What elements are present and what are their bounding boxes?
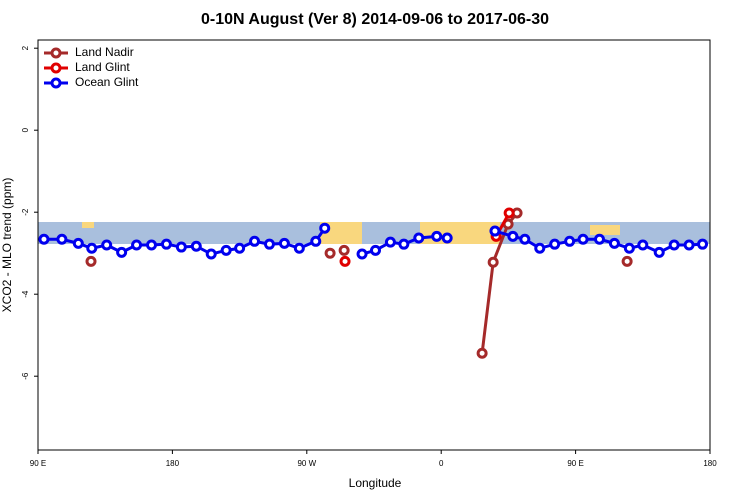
data-point bbox=[234, 242, 246, 254]
data-point bbox=[38, 233, 50, 245]
data-point bbox=[398, 238, 410, 250]
data-point bbox=[131, 239, 143, 251]
legend-marker bbox=[50, 77, 62, 89]
data-point bbox=[85, 255, 97, 267]
data-point bbox=[683, 239, 695, 251]
x-tick-label: 180 bbox=[166, 459, 180, 468]
data-point bbox=[145, 239, 157, 251]
data-point bbox=[577, 233, 589, 245]
data-point bbox=[593, 233, 605, 245]
data-point bbox=[249, 235, 261, 247]
data-point bbox=[220, 244, 232, 256]
data-point bbox=[519, 233, 531, 245]
data-point bbox=[116, 246, 128, 258]
data-point bbox=[653, 246, 665, 258]
data-point bbox=[534, 242, 546, 254]
data-point bbox=[476, 347, 488, 359]
y-tick-label: 0 bbox=[21, 127, 30, 132]
data-point bbox=[293, 242, 305, 254]
data-point bbox=[56, 233, 68, 245]
data-point bbox=[278, 237, 290, 249]
y-tick-label: -6 bbox=[21, 372, 30, 380]
data-point bbox=[324, 247, 336, 259]
x-tick-label: 90 E bbox=[30, 459, 46, 468]
plot-frame bbox=[37, 39, 711, 451]
y-tick-label: 2 bbox=[21, 45, 30, 50]
data-point bbox=[72, 237, 84, 249]
y-tick-label: -2 bbox=[21, 208, 30, 216]
legend-label: Ocean Glint bbox=[75, 75, 139, 89]
data-point bbox=[319, 222, 331, 234]
data-point bbox=[431, 230, 443, 242]
data-point bbox=[339, 255, 351, 267]
data-point bbox=[507, 230, 519, 242]
data-point bbox=[697, 238, 709, 250]
legend-marker bbox=[50, 47, 62, 59]
data-point bbox=[160, 238, 172, 250]
data-point bbox=[205, 248, 217, 260]
data-point bbox=[489, 225, 501, 237]
data-point bbox=[338, 244, 350, 256]
data-point bbox=[263, 238, 275, 250]
x-tick-label: 90 E bbox=[567, 459, 583, 468]
data-point bbox=[310, 235, 322, 247]
data-point bbox=[503, 207, 515, 219]
data-point bbox=[637, 239, 649, 251]
data-point bbox=[356, 248, 368, 260]
data-point bbox=[621, 255, 633, 267]
legend-label: Land Glint bbox=[75, 60, 130, 74]
data-point bbox=[549, 238, 561, 250]
data-point bbox=[487, 256, 499, 268]
y-axis-label: XCO2 - MLO trend (ppm) bbox=[0, 178, 14, 313]
x-axis-label: Longitude bbox=[349, 476, 402, 490]
data-point bbox=[369, 244, 381, 256]
data-point bbox=[86, 242, 98, 254]
data-point bbox=[623, 242, 635, 254]
data-point bbox=[384, 236, 396, 248]
data-point bbox=[190, 240, 202, 252]
data-point bbox=[413, 232, 425, 244]
data-point bbox=[175, 241, 187, 253]
x-tick-label: 0 bbox=[439, 459, 444, 468]
legend-label: Land Nadir bbox=[75, 45, 134, 59]
data-point bbox=[608, 237, 620, 249]
x-tick-label: 90 W bbox=[297, 459, 316, 468]
data-point bbox=[564, 235, 576, 247]
legend-marker bbox=[50, 62, 62, 74]
data-point bbox=[441, 232, 453, 244]
data-point bbox=[668, 239, 680, 251]
data-point bbox=[101, 239, 113, 251]
y-tick-label: -4 bbox=[21, 290, 30, 298]
chart-title: 0-10N August (Ver 8) 2014-09-06 to 2017-… bbox=[201, 11, 549, 28]
x-tick-label: 180 bbox=[703, 459, 717, 468]
